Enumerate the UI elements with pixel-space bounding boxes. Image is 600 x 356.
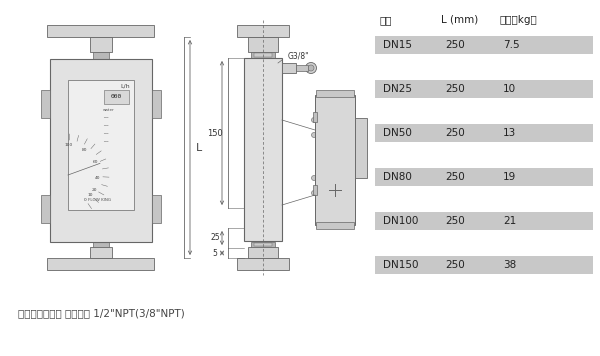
Text: 19: 19 — [503, 172, 516, 182]
Bar — [93, 52, 109, 59]
Bar — [47, 25, 154, 37]
Text: 重量（kg）: 重量（kg） — [499, 15, 537, 25]
Text: 250: 250 — [445, 40, 465, 50]
Text: 40: 40 — [95, 176, 101, 180]
Text: DN25: DN25 — [383, 84, 412, 94]
Text: DN50: DN50 — [383, 128, 412, 138]
Bar — [375, 36, 593, 54]
Text: 80: 80 — [82, 148, 87, 152]
Circle shape — [139, 63, 149, 72]
Bar — [244, 58, 282, 241]
Circle shape — [311, 117, 317, 122]
Text: 250: 250 — [445, 216, 465, 226]
Bar — [90, 37, 112, 52]
Text: ─ ─: ─ ─ — [103, 132, 109, 136]
Bar — [237, 25, 289, 37]
Bar — [375, 168, 593, 186]
Bar — [316, 90, 354, 97]
Text: 13: 13 — [503, 128, 516, 138]
Bar — [375, 256, 593, 274]
Bar — [251, 242, 275, 247]
Bar — [90, 247, 112, 258]
Bar — [68, 80, 134, 210]
Bar — [254, 243, 272, 246]
Text: 250: 250 — [445, 84, 465, 94]
Bar — [248, 247, 278, 258]
Text: ─ ─: ─ ─ — [103, 116, 109, 120]
Bar — [316, 222, 354, 229]
Text: 250: 250 — [445, 260, 465, 270]
Text: 口径: 口径 — [379, 15, 392, 25]
Bar — [251, 52, 275, 58]
Text: 10: 10 — [88, 193, 93, 197]
Circle shape — [311, 190, 317, 195]
Bar — [41, 90, 50, 118]
Text: water: water — [103, 108, 115, 112]
Text: ─ ─: ─ ─ — [103, 124, 109, 128]
Bar — [254, 53, 272, 57]
Text: DN15: DN15 — [383, 40, 412, 50]
Circle shape — [328, 183, 342, 197]
Bar — [47, 258, 154, 270]
Text: DN80: DN80 — [383, 172, 412, 182]
Bar — [93, 242, 109, 247]
Bar — [41, 195, 50, 223]
Bar — [375, 80, 593, 98]
Bar — [375, 124, 593, 142]
Text: 100: 100 — [65, 143, 73, 147]
Bar — [152, 195, 161, 223]
Text: DN150: DN150 — [383, 260, 419, 270]
Text: 250: 250 — [445, 128, 465, 138]
Circle shape — [53, 230, 62, 239]
Circle shape — [308, 65, 314, 71]
Text: L/h: L/h — [120, 84, 130, 89]
Text: 25: 25 — [210, 234, 220, 242]
Text: DN100: DN100 — [383, 216, 418, 226]
Bar — [296, 65, 308, 71]
Text: 10: 10 — [503, 84, 516, 94]
Bar — [313, 185, 317, 195]
Circle shape — [311, 132, 317, 137]
Bar — [152, 90, 161, 118]
Bar — [282, 63, 296, 73]
Bar — [315, 95, 355, 225]
Text: 250: 250 — [445, 172, 465, 182]
Text: G3/8": G3/8" — [288, 52, 310, 61]
Bar — [50, 59, 152, 242]
Circle shape — [53, 63, 62, 72]
Text: FLOW KING: FLOW KING — [88, 198, 112, 202]
Text: 20: 20 — [91, 188, 97, 192]
Text: L (mm): L (mm) — [441, 15, 478, 25]
Text: （保温夹套型） 夹套接口 1/2"NPT(3/8"NPT): （保温夹套型） 夹套接口 1/2"NPT(3/8"NPT) — [18, 308, 185, 318]
Bar — [355, 118, 367, 178]
Text: 7.5: 7.5 — [503, 40, 520, 50]
Circle shape — [311, 176, 317, 180]
Text: 21: 21 — [503, 216, 516, 226]
Text: L: L — [196, 143, 202, 153]
Text: 38: 38 — [503, 260, 516, 270]
Text: 5: 5 — [212, 248, 217, 257]
Text: 150: 150 — [207, 129, 223, 137]
Bar — [375, 212, 593, 230]
Text: 0: 0 — [84, 198, 86, 201]
Circle shape — [305, 63, 317, 73]
Text: 60: 60 — [92, 160, 98, 164]
Circle shape — [139, 230, 149, 239]
Text: 000: 000 — [110, 94, 122, 99]
Bar — [313, 112, 317, 122]
Bar — [237, 258, 289, 270]
Bar — [104, 90, 129, 104]
Text: ─ ─: ─ ─ — [103, 140, 109, 144]
Bar — [248, 37, 278, 52]
